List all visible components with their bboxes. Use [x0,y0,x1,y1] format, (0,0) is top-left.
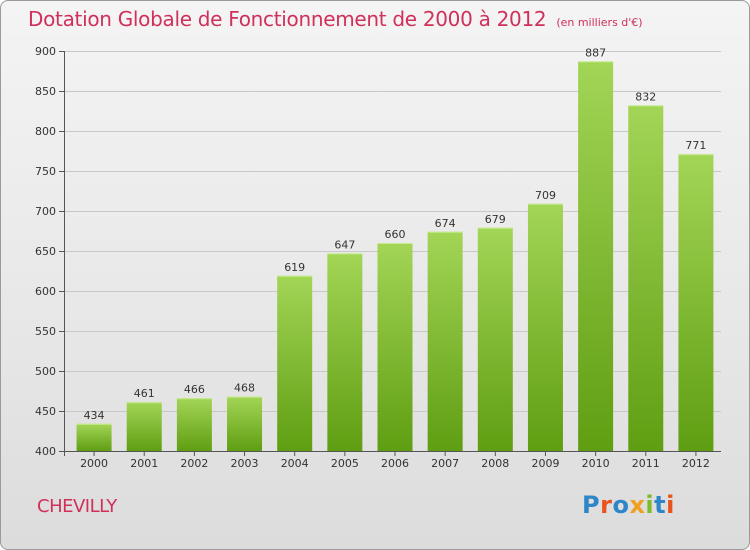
x-tick-label: 2006 [381,457,409,470]
x-tick-label: 2009 [531,457,559,470]
x-tick-label: 2008 [481,457,509,470]
bar [277,275,313,451]
data-label: 771 [685,139,706,152]
bar [427,231,463,451]
y-tick-label: 400 [35,445,56,458]
bar [628,105,664,452]
x-tick-label: 2010 [582,457,610,470]
x-tick-label: 2007 [431,457,459,470]
x-tick-label: 2003 [231,457,259,470]
data-label: 674 [435,217,456,230]
data-label: 619 [284,261,305,274]
data-label: 709 [535,189,556,202]
bar [126,402,162,451]
data-label: 461 [134,387,155,400]
data-label: 660 [385,228,406,241]
data-label: 468 [234,382,255,395]
data-label: 434 [84,409,105,422]
logo-letter: t [654,491,667,519]
y-tick-label: 700 [35,205,56,218]
commune-name: CHEVILLY [37,496,117,517]
title-unit: (en milliers d'€) [556,16,643,29]
x-tick-label: 2002 [180,457,208,470]
logo-letter: o [612,491,630,519]
bar [477,227,513,451]
y-tick-label: 600 [35,285,56,298]
y-tick-label: 750 [35,165,56,178]
data-label: 679 [485,213,506,226]
bar [377,243,413,451]
bar [678,154,714,451]
x-tick-label: 2001 [130,457,158,470]
logo-letter: r [600,491,613,519]
bar [227,396,263,451]
y-tick-label: 900 [35,45,56,58]
data-label: 466 [184,383,205,396]
x-tick-label: 2005 [331,457,359,470]
data-label: 647 [334,238,355,251]
logo-letter: i [666,491,675,519]
y-tick-label: 500 [35,365,56,378]
x-tick-label: 2000 [80,457,108,470]
y-tick-label: 550 [35,325,56,338]
x-tick-label: 2012 [682,457,710,470]
logo-letter: x [629,491,646,519]
bar [327,253,363,451]
data-label: 832 [635,90,656,103]
logo-letter: P [582,491,601,519]
proxiti-logo: Proxiti [582,491,675,519]
data-label: 887 [585,46,606,59]
axes [59,51,721,456]
logo-letter: i [645,491,655,519]
labels: 400 450 500 550 600 650 700 750 800 850 900 434 2000… [35,45,710,470]
bar [578,61,614,452]
y-tick-label: 450 [35,405,56,418]
title-text: Dotation Globale de Fonctionnement de 20… [28,7,547,31]
chart-title: Dotation Globale de Fonctionnement de 20… [28,7,643,31]
x-tick-label: 2004 [281,457,309,470]
bar [76,423,112,451]
y-tick-label: 800 [35,125,56,138]
bars [76,61,714,452]
y-tick-label: 650 [35,245,56,258]
bar [176,398,212,451]
x-tick-label: 2011 [632,457,660,470]
y-tick-label: 850 [35,85,56,98]
bar [527,203,563,451]
